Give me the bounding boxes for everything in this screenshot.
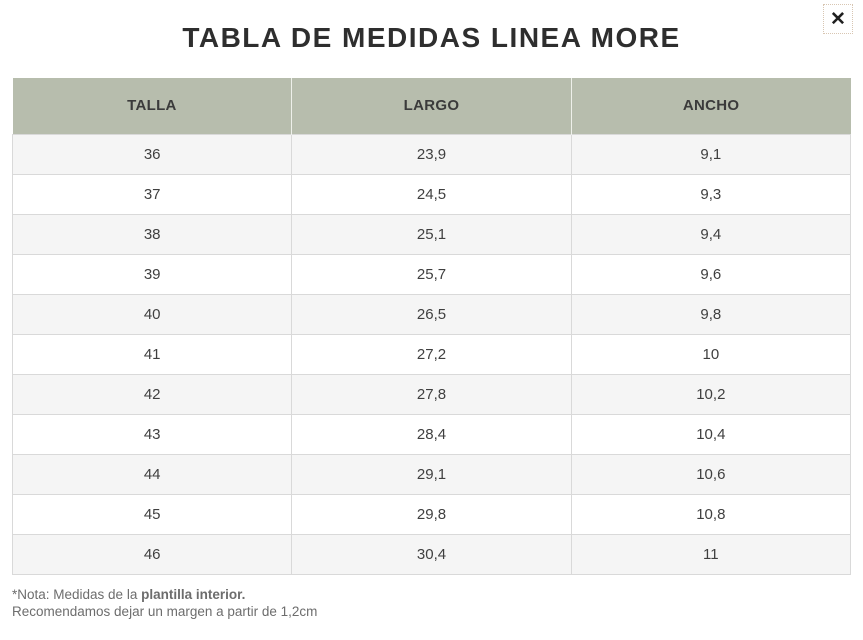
cell-ancho: 9,4 [570,213,852,255]
cell-ancho: 10,2 [570,373,852,415]
cell-largo: 27,2 [291,333,572,375]
footnote-line1-prefix: *Nota: Medidas de la [12,586,138,602]
size-table-header: TALLA LARGO ANCHO [12,78,851,134]
cell-talla: 37 [11,173,293,215]
table-row: 41 27,2 10 [11,333,852,375]
cell-talla: 46 [11,533,293,575]
cell-largo: 25,1 [291,213,572,255]
cell-talla: 40 [11,293,293,335]
cell-ancho: 10 [570,333,852,375]
cell-largo: 30,4 [291,533,572,575]
cell-largo: 25,7 [291,253,572,295]
table-row: 42 27,8 10,2 [11,373,852,415]
cell-ancho: 10,8 [570,493,852,535]
size-table-body: 36 23,9 9,1 37 24,5 9,3 38 25,1 9,4 [11,133,852,575]
size-table: TALLA LARGO ANCHO 36 23,9 9,1 37 24,5 [11,78,852,575]
table-row: 38 25,1 9,4 [11,213,852,255]
cell-talla: 36 [11,133,293,175]
cell-ancho: 9,6 [570,253,852,295]
cell-talla: 39 [11,253,293,295]
cell-largo: 29,8 [291,493,572,535]
cell-talla: 45 [11,493,293,535]
cell-largo: 27,8 [291,373,572,415]
cell-largo: 26,5 [291,293,572,335]
cell-largo: 28,4 [291,413,572,455]
cell-ancho: 9,3 [570,173,852,215]
size-table-container: TALLA LARGO ANCHO 36 23,9 9,1 37 24,5 [0,78,863,575]
cell-ancho: 10,6 [570,453,852,495]
cell-ancho: 9,8 [570,293,852,335]
footnote: *Nota: Medidas de la plantilla interior.… [12,586,851,621]
cell-talla: 38 [11,213,293,255]
cell-largo: 29,1 [291,453,572,495]
cell-talla: 41 [11,333,293,375]
table-row: 46 30,4 11 [11,533,852,575]
footnote-line1-bold: plantilla interior. [141,586,246,602]
cell-talla: 42 [11,373,293,415]
table-row: 43 28,4 10,4 [11,413,852,455]
table-row: 40 26,5 9,8 [11,293,852,335]
column-header-talla: TALLA [12,78,293,134]
cell-ancho: 11 [570,533,852,575]
cell-largo: 23,9 [291,133,572,175]
cell-talla: 44 [11,453,293,495]
table-row: 36 23,9 9,1 [11,133,852,175]
cell-ancho: 9,1 [570,133,852,175]
table-row: 37 24,5 9,3 [11,173,852,215]
header-row: TALLA LARGO ANCHO [12,78,851,134]
cell-talla: 43 [11,413,293,455]
table-row: 39 25,7 9,6 [11,253,852,295]
column-header-largo: LARGO [291,78,572,134]
cell-largo: 24,5 [291,173,572,215]
column-header-ancho: ANCHO [570,78,851,134]
table-row: 44 29,1 10,6 [11,453,852,495]
cell-ancho: 10,4 [570,413,852,455]
table-row: 45 29,8 10,8 [11,493,852,535]
close-button[interactable]: ✕ [823,4,853,34]
close-icon: ✕ [830,8,846,30]
footnote-line2: Recomendamos dejar un margen a partir de… [12,604,318,620]
modal-title: TABLA DE MEDIDAS LINEA MORE [182,22,681,53]
